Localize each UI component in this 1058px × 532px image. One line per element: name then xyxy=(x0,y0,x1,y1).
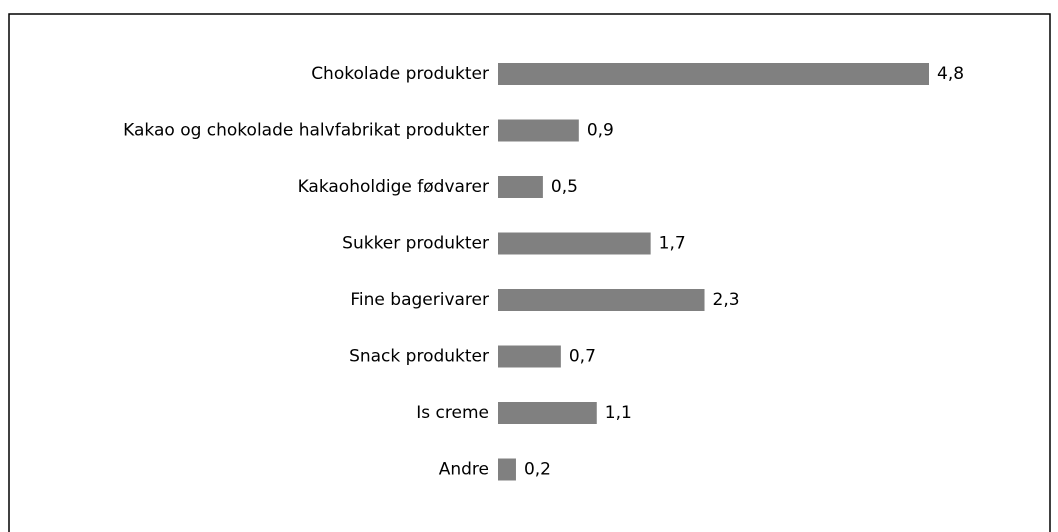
category-label: Sukker produkter xyxy=(342,234,489,254)
bar xyxy=(498,345,561,368)
frame xyxy=(8,13,1051,532)
bar xyxy=(498,289,705,311)
value-label: 0,9 xyxy=(587,121,614,141)
category-label: Snack produkter xyxy=(349,347,489,367)
value-label: 4,8 xyxy=(937,64,964,84)
value-label: 0,2 xyxy=(524,460,551,480)
value-label: 1,7 xyxy=(659,234,686,254)
category-label: Kakao og chokolade halvfabrikat produkte… xyxy=(123,121,489,141)
value-label: 1,1 xyxy=(605,403,632,423)
category-label: Andre xyxy=(439,460,489,480)
value-label: 0,7 xyxy=(569,347,596,367)
bar xyxy=(498,63,929,85)
category-label: Fine bagerivarer xyxy=(350,290,489,310)
category-label: Chokolade produkter xyxy=(311,64,489,84)
bar xyxy=(498,119,579,142)
bar xyxy=(498,458,516,481)
category-label: Is creme xyxy=(416,403,489,423)
category-label: Kakaoholdige fødvarer xyxy=(298,177,489,197)
value-label: 2,3 xyxy=(713,290,740,310)
bar xyxy=(498,232,651,255)
bar xyxy=(498,176,543,198)
bar xyxy=(498,402,597,424)
value-label: 0,5 xyxy=(551,177,578,197)
